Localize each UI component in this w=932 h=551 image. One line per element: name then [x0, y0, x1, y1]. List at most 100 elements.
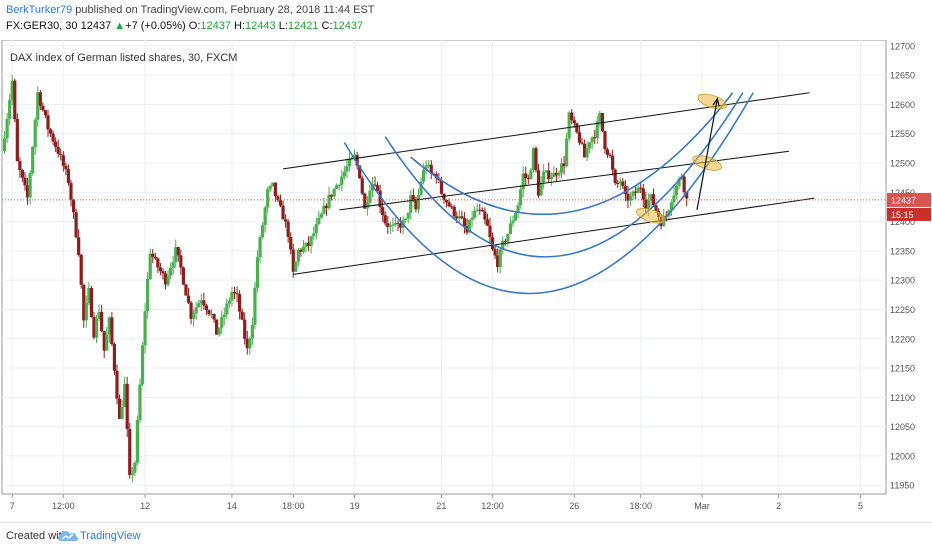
symbol-ohlc-line: FX:GER30, 30 12437 ▲+7 (+0.05%) O:12437 … [6, 20, 363, 32]
candle-body [383, 215, 387, 224]
candle-body [370, 184, 375, 191]
author-link[interactable]: BerkTurker79 [6, 4, 73, 16]
candle-body [598, 112, 602, 122]
candle-body [163, 273, 168, 285]
last-price: 12437 [80, 20, 112, 32]
candle-body [56, 147, 60, 154]
candle-body [373, 184, 377, 186]
candle-body [677, 178, 681, 186]
open-value: 12437 [200, 20, 231, 32]
candle-body [669, 202, 673, 211]
candle-body [286, 221, 290, 237]
x-tick-label: 12:00 [52, 501, 75, 511]
x-tick-label: 18:00 [282, 501, 305, 511]
candle-body [567, 112, 571, 139]
candle-body [43, 110, 48, 116]
candle-body [444, 199, 449, 203]
candle-body [258, 237, 262, 258]
candle-body [421, 169, 426, 182]
candle-body [184, 284, 188, 296]
candle-body [212, 313, 216, 320]
x-tick-label: 21 [436, 501, 446, 511]
candle-body [283, 219, 288, 222]
x-tick-label: 18:00 [629, 501, 652, 511]
candle-body [605, 149, 610, 155]
candle-body [153, 256, 157, 259]
candle-body [352, 155, 357, 158]
candle-body [360, 178, 364, 194]
candle-body [631, 191, 635, 197]
candle-body [460, 216, 464, 219]
candle-body [169, 268, 173, 276]
candle-body [618, 181, 622, 184]
candle-body [100, 311, 104, 332]
candle-body [243, 319, 247, 339]
candle-body [644, 199, 648, 209]
low-label: L: [278, 20, 288, 32]
candle-body [641, 188, 645, 200]
candle-body [616, 183, 620, 185]
target-ellipse-middle [692, 155, 722, 171]
candle-body [519, 189, 523, 206]
candle-body [324, 205, 329, 208]
candle-body [501, 240, 505, 250]
candle-body [20, 170, 25, 178]
created-with-text: Created with [6, 530, 68, 542]
candle-body [248, 338, 252, 349]
candle-body [381, 207, 385, 216]
candle-body [585, 147, 589, 158]
symbol-label[interactable]: FX:GER30, 30 [6, 20, 78, 32]
arc-curve-outer [343, 92, 754, 295]
y-tick-label: 12100 [890, 393, 915, 403]
candle-body [194, 307, 198, 314]
candle-body [268, 185, 272, 190]
candle-body [238, 294, 242, 312]
candle-body [125, 383, 129, 429]
candle-body [36, 92, 40, 120]
candle-body [92, 316, 96, 338]
candle-body [424, 165, 428, 170]
candle-body [516, 205, 520, 214]
x-tick-label: 14 [227, 501, 237, 511]
candle-body [117, 398, 122, 419]
candle-body [386, 223, 390, 227]
y-tick-label: 12550 [890, 129, 915, 139]
close-label: C: [321, 20, 333, 32]
candle-body [123, 383, 127, 407]
tradingview-cloud-icon[interactable] [58, 528, 78, 544]
price-chart[interactable]: 11950 12000 12050 12100 12150 12200 12250 12300… [0, 40, 932, 522]
candle-body [549, 176, 553, 180]
candle-body [363, 193, 367, 209]
candle-body [312, 233, 316, 237]
candle-body [94, 318, 99, 338]
candle-body [120, 406, 124, 419]
candle-body [82, 284, 86, 321]
candle-body [457, 216, 461, 219]
candle-body [447, 202, 451, 207]
arc-curve-middle [384, 92, 744, 258]
x-tick-label: 12 [140, 501, 150, 511]
candle-body [621, 181, 625, 187]
candle-body [23, 177, 27, 186]
candle-body [138, 384, 142, 421]
candle-body [572, 120, 576, 124]
candle-body [186, 295, 191, 303]
y-tick-label: 12000 [890, 451, 915, 461]
candle-body [48, 129, 53, 134]
chart-title: DAX index of German listed shares, 30, F… [10, 52, 237, 64]
candle-body [639, 187, 643, 189]
x-tick-label: 12:00 [481, 501, 504, 511]
candle-body [54, 141, 58, 148]
candle-body [554, 172, 559, 176]
tradingview-brand-link[interactable]: TradingView [80, 530, 141, 542]
candle-body [276, 196, 280, 201]
open-label: O: [188, 20, 201, 32]
candle-body [335, 185, 339, 189]
candle-body [506, 233, 510, 243]
candle-body [222, 314, 226, 318]
arc-curve-inner [410, 92, 734, 215]
candle-body [577, 132, 582, 143]
candle-body [158, 267, 163, 272]
candle-body [51, 133, 55, 142]
candle-body [485, 219, 490, 226]
